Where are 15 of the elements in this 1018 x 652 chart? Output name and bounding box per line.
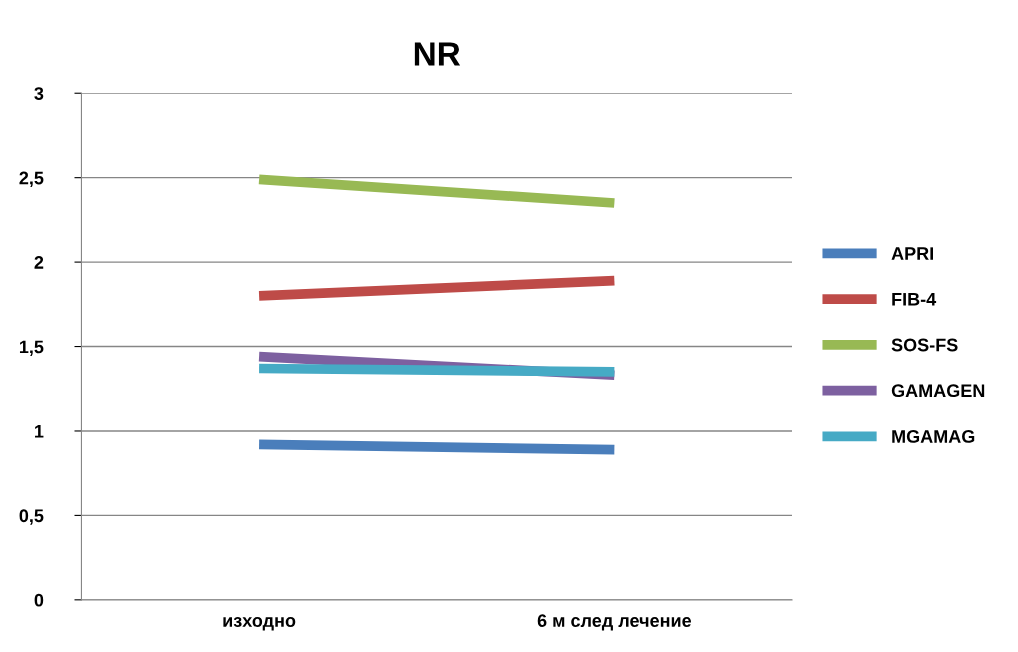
y-tick-label: 0 [34, 593, 44, 607]
y-tick-label: 3 [34, 87, 44, 100]
legend-label: APRI [891, 247, 934, 260]
legend-label: GAMAGEN [891, 384, 985, 398]
y-tick-label: 1,5 [19, 340, 44, 356]
x-tick-label: 6 м след лечение [537, 614, 692, 631]
y-tick-label: 2 [34, 256, 44, 269]
legend-label: FIB-4 [892, 293, 937, 306]
y-tick-label: 1 [35, 425, 44, 438]
chart-title: NR [414, 42, 461, 66]
legend-label: MGAMAG [892, 430, 975, 443]
x-tick-label: изходно [223, 617, 296, 631]
legend-label: SOS-FS [891, 338, 958, 352]
y-tick-label: 2,5 [19, 171, 44, 188]
y-tick-label: 0,5 [19, 509, 44, 525]
